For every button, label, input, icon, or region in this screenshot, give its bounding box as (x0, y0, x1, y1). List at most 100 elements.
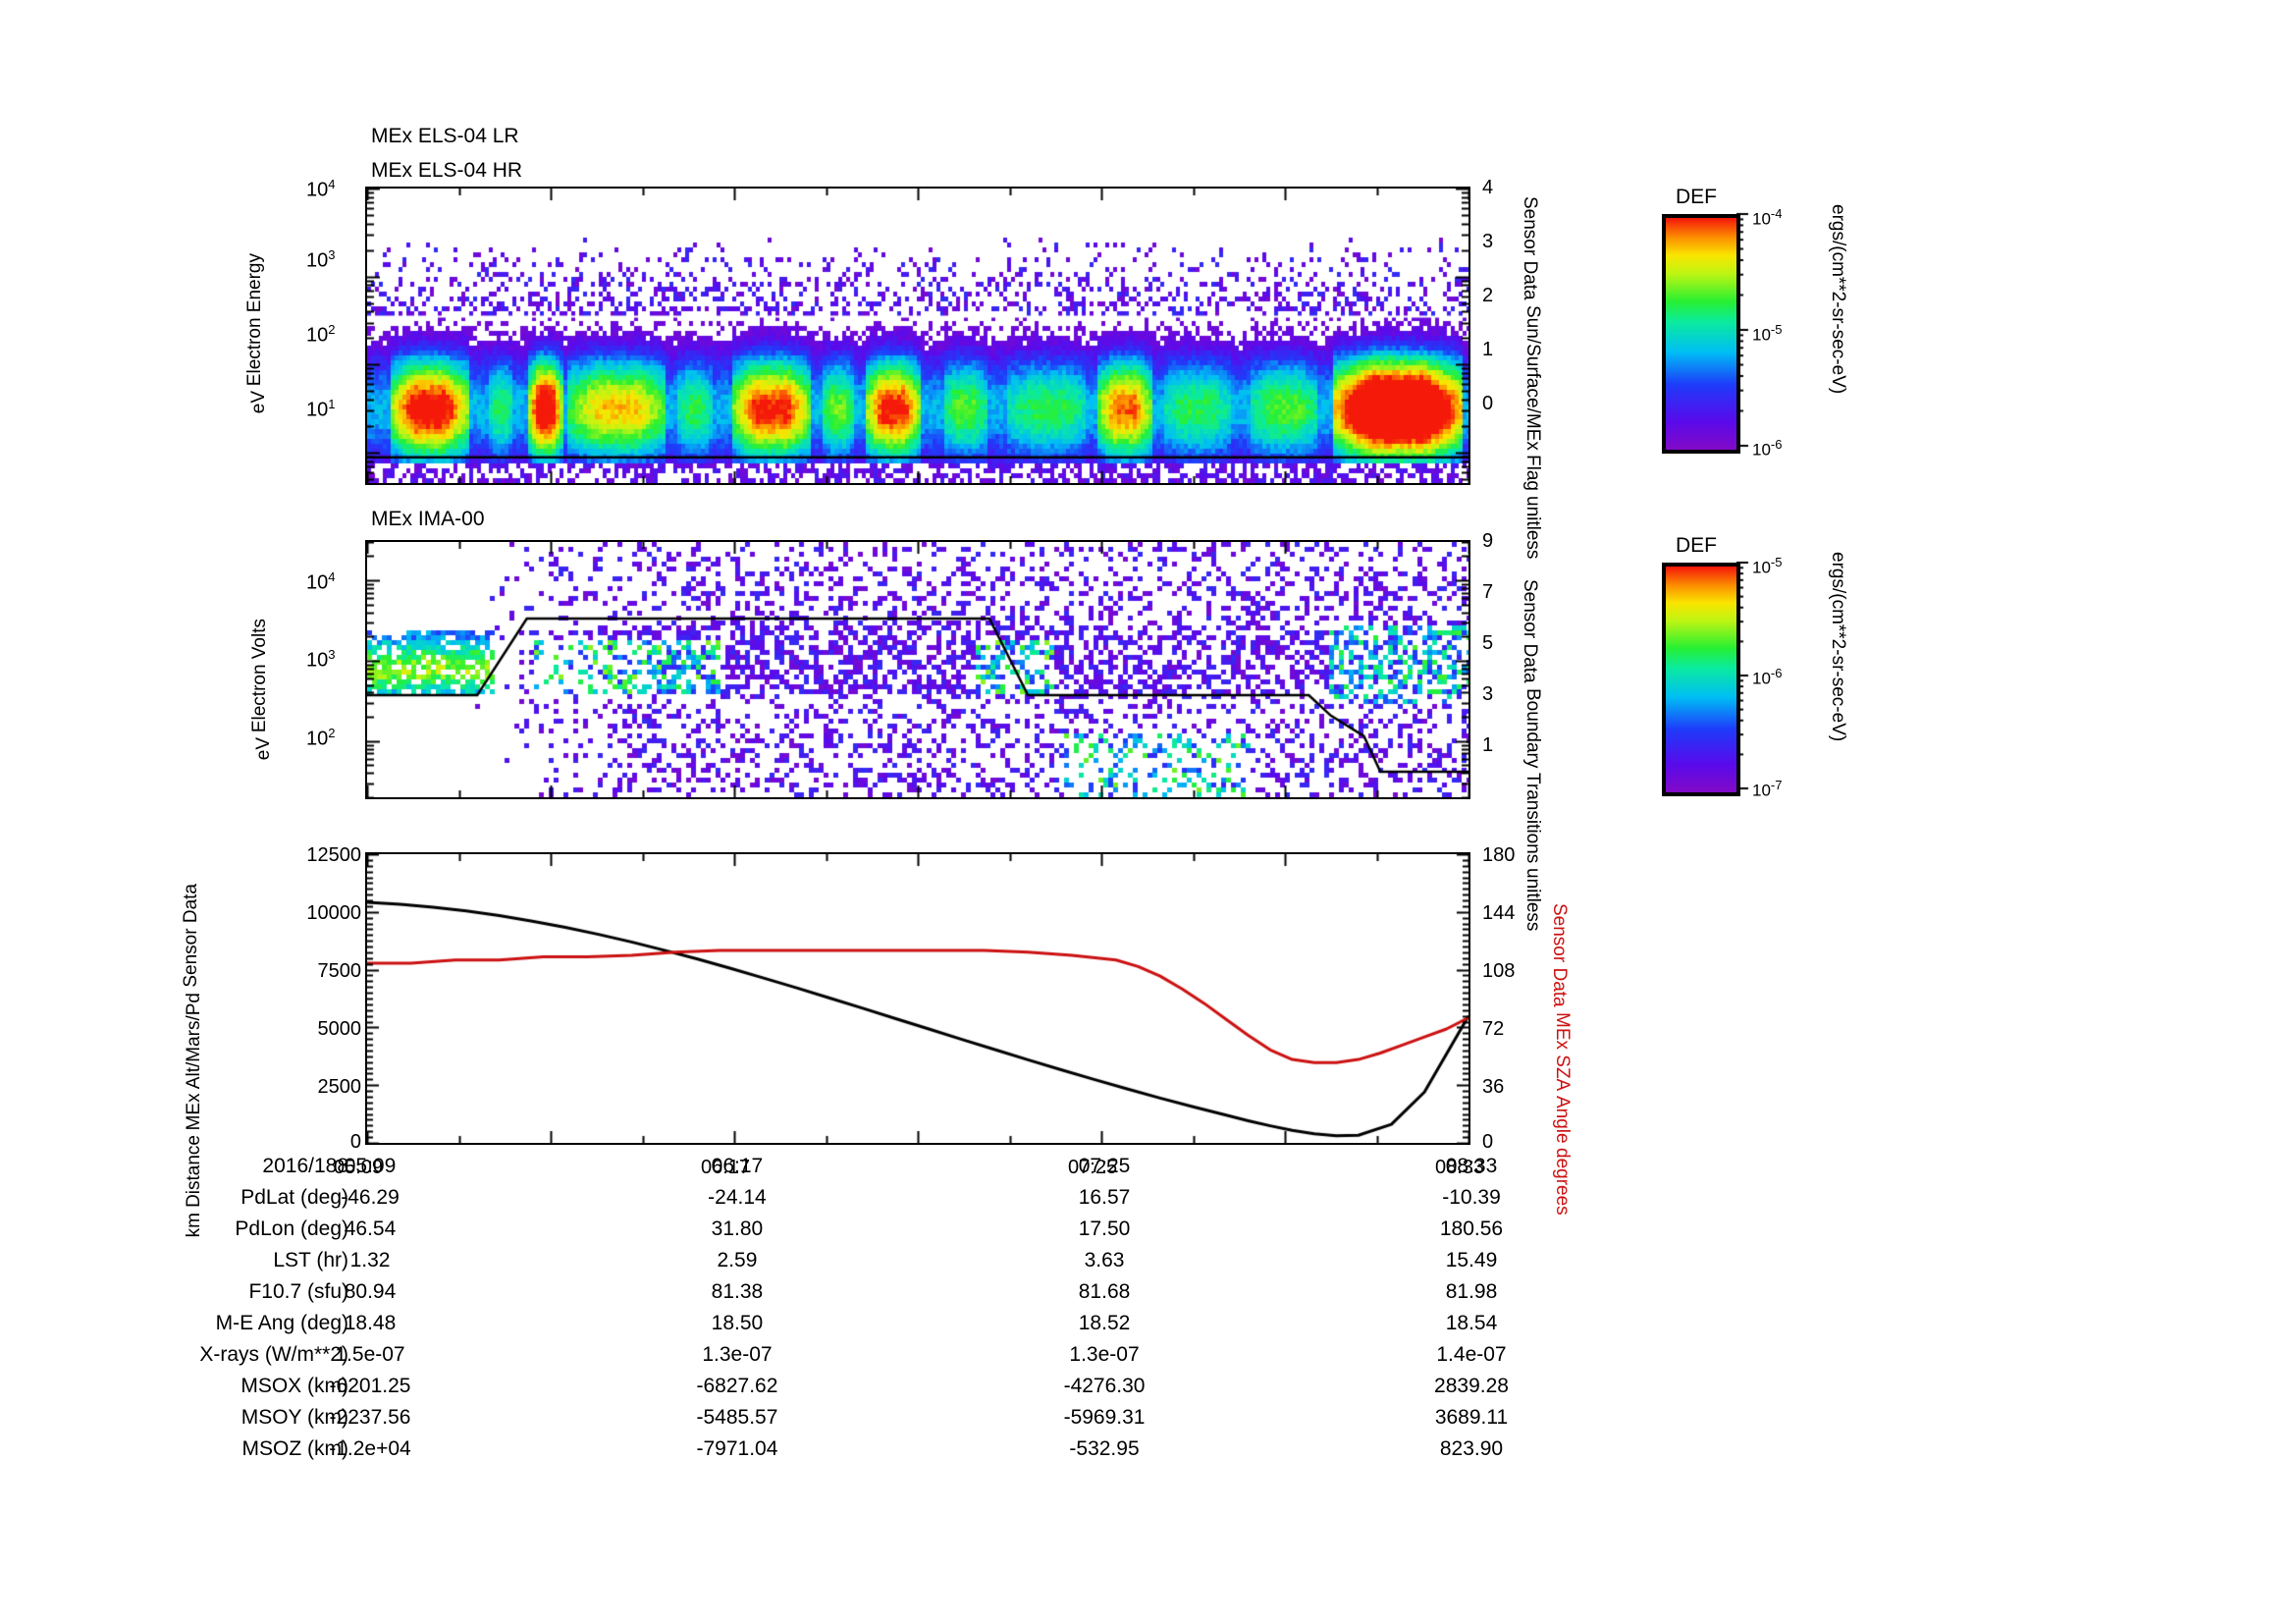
time-axis-label-3: 08:33 (1435, 1157, 1485, 1178)
table-cell: 06:17 (711, 1155, 764, 1177)
table-cell: 18.50 (711, 1312, 764, 1334)
ima-left-axis-title: Electron Volts eV (249, 619, 274, 765)
ima-right-axis-line-1: Boundary (1522, 687, 1543, 768)
ima-right-axis-line-2: Transitions (1522, 772, 1543, 864)
panel-ima-title: MEx IMA-00 (371, 508, 485, 530)
els-right-axis-line-3: unitless (1522, 496, 1543, 560)
sza-r-tick-108: 108 (1482, 960, 1516, 982)
table-cell: 46.54 (344, 1217, 397, 1240)
table-cell: -5969.31 (1063, 1406, 1146, 1429)
ima-r-tick-7: 7 (1482, 581, 1494, 603)
els-left-axis-line-0: Electron Energy (244, 253, 265, 387)
ima-ytick-3: 103 (306, 647, 336, 672)
table-cell: 08:33 (1445, 1155, 1498, 1177)
els-spectrogram (365, 187, 1470, 485)
colorbar-els-unit-text: ergs/(cm**2-sr-sec-eV) (1827, 204, 1848, 395)
alt-ytick-5000: 5000 (317, 1018, 362, 1040)
colorbar-els-gradient (1662, 214, 1740, 454)
table-row-label: F10.7 (sfu) (248, 1280, 348, 1303)
table-row-label: X-rays (W/m**2) (199, 1343, 348, 1366)
els-r-tick-0: 0 (1482, 393, 1494, 414)
table-cell: 31.80 (711, 1217, 764, 1240)
colorbar-ima-unit-text: ergs/(cm**2-sr-sec-eV) (1827, 552, 1848, 742)
table-cell: 18.52 (1078, 1312, 1131, 1334)
time-axis-label-2: 07:25 (1068, 1157, 1118, 1178)
colorbar-els-top-label: 10-4 (1752, 206, 1783, 229)
table-cell: 16.57 (1078, 1186, 1131, 1209)
table-row-label: 2016/188 (262, 1155, 348, 1177)
ima-ytick-4: 104 (306, 569, 336, 594)
alt-left-axis-line-0: Sensor Data (181, 884, 201, 988)
table-cell: 2.59 (717, 1249, 758, 1271)
table-cell: -6201.25 (329, 1375, 411, 1397)
panel-els-title-hr: MEx ELS-04 HR (371, 159, 523, 182)
ima-right-axis-line-3: unitless (1522, 868, 1543, 932)
colorbar-ima-bottom-label: 10-7 (1752, 778, 1783, 800)
ima-r-tick-1: 1 (1482, 734, 1494, 756)
colorbar-els-title: DEF (1676, 186, 1717, 208)
els-right-axis-title: Sensor Data Sun/Surface/MEx Flag unitles… (1519, 196, 1543, 565)
table-cell: 3.63 (1084, 1249, 1125, 1271)
colorbar-els-bottom-label: 10-6 (1752, 437, 1783, 460)
colorbar-els-mid-label: 10-5 (1752, 322, 1783, 345)
table-cell: 80.94 (344, 1280, 397, 1303)
ima-left-axis-line-0: Electron Volts (249, 619, 270, 733)
colorbar-ima-gradient (1662, 563, 1740, 796)
alt-ytick-12500: 12500 (306, 844, 361, 866)
sza-right-axis-title: Sensor Data MEx SZA Angle degrees (1549, 903, 1573, 1220)
alt-ytick-0: 0 (349, 1131, 361, 1153)
table-row-label: PdLon (deg) (235, 1217, 348, 1240)
table-cell: 05:09 (344, 1155, 397, 1177)
els-right-axis-line-0: Sensor Data (1519, 196, 1540, 300)
table-cell: 1.32 (349, 1249, 391, 1271)
ima-r-tick-5: 5 (1482, 632, 1494, 654)
table-cell: 81.98 (1445, 1280, 1498, 1303)
table-cell: 1.4e-07 (1436, 1343, 1507, 1366)
sza-r-tick-72: 72 (1482, 1018, 1505, 1040)
els-left-axis-line-1: eV (248, 391, 269, 414)
table-cell: -10.39 (1442, 1186, 1501, 1209)
table-row-label: MSOZ (km) (241, 1437, 348, 1460)
alt-ytick-7500: 7500 (317, 960, 362, 982)
time-axis-label-0: 05:09 (334, 1157, 384, 1178)
colorbar-ima-mid-label: 10-6 (1752, 666, 1783, 688)
table-cell: 18.48 (344, 1312, 397, 1334)
table-cell: -7971.04 (696, 1437, 778, 1460)
table-cell: 823.90 (1439, 1437, 1504, 1460)
table-cell: 1.3e-07 (702, 1343, 773, 1366)
time-axis-label-1: 06:17 (700, 1157, 751, 1178)
table-cell: -2237.56 (329, 1406, 411, 1429)
panel-els-title-lr: MEx ELS-04 LR (371, 125, 519, 147)
sza-right-axis-line-3: degrees (1551, 1148, 1573, 1217)
ima-right-axis-line-0: Sensor Data (1519, 579, 1540, 683)
sza-r-tick-144: 144 (1482, 902, 1516, 924)
table-cell: 07:25 (1078, 1155, 1131, 1177)
table-cell: 2839.28 (1434, 1375, 1509, 1397)
table-cell: -24.14 (708, 1186, 767, 1209)
sza-r-tick-36: 36 (1482, 1076, 1505, 1098)
colorbar-els-unit: ergs/(cm**2-sr-sec-eV) (1827, 204, 1848, 399)
els-r-tick-1: 1 (1482, 339, 1494, 360)
els-right-axis-line-2: Flag (1522, 455, 1543, 492)
table-cell: 180.56 (1439, 1217, 1504, 1240)
sza-right-axis-line-1: MEx SZA (1551, 1011, 1573, 1091)
sza-r-tick-0: 0 (1482, 1131, 1494, 1153)
table-cell: -46.29 (341, 1186, 400, 1209)
els-ytick-3: 103 (306, 247, 336, 272)
colorbar-ima-title: DEF (1676, 534, 1717, 557)
table-cell: 1.3e-07 (1069, 1343, 1140, 1366)
colorbar-ima-top-label: 10-5 (1752, 555, 1783, 577)
ima-right-axis-title: Sensor Data Boundary Transitions unitles… (1519, 579, 1543, 937)
table-row-label: M-E Ang (deg) (215, 1312, 348, 1334)
colorbar-ima-unit: ergs/(cm**2-sr-sec-eV) (1827, 552, 1848, 746)
table-cell: 1.5e-07 (335, 1343, 405, 1366)
sza-right-axis-line-2: Angle (1551, 1095, 1573, 1144)
table-cell: 18.54 (1445, 1312, 1498, 1334)
table-cell: -5485.57 (696, 1406, 778, 1429)
table-cell: -532.95 (1069, 1437, 1140, 1460)
table-cell: -1.2e+04 (329, 1437, 411, 1460)
els-r-tick-4: 4 (1482, 177, 1494, 198)
table-row-label: MSOX (km) (240, 1375, 348, 1397)
cb1-ticks (1736, 210, 1756, 450)
ima-r-tick-9: 9 (1482, 530, 1494, 552)
